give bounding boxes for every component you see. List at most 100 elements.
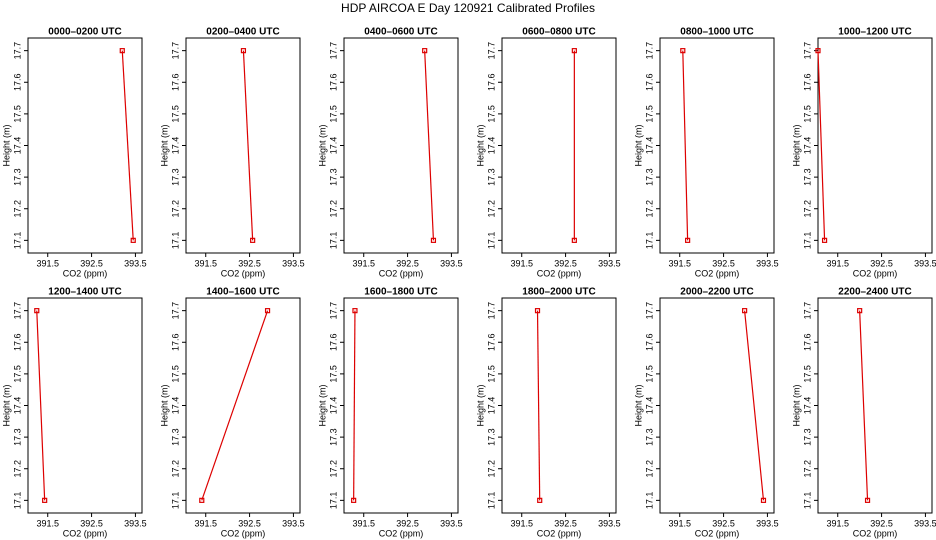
x-tick-label: 392.5	[870, 258, 893, 268]
y-tick-label: 17.5	[486, 105, 496, 123]
profile-line	[36, 310, 46, 501]
x-tick-label: 392.5	[712, 258, 735, 268]
y-tick-label: 17.6	[328, 73, 338, 91]
panel-title: 2000–2200 UTC	[680, 287, 753, 298]
y-tick-label: 17.6	[328, 333, 338, 351]
x-tick-label: 393.5	[598, 518, 621, 528]
y-axis-label: Height (m)	[475, 124, 485, 166]
x-tick-label: 392.5	[238, 258, 261, 268]
x-tick-label: 391.5	[668, 258, 691, 268]
y-tick-label: 17.7	[328, 42, 338, 60]
point	[760, 497, 767, 503]
y-tick-label: 17.7	[170, 42, 180, 60]
y-tick-label: 17.5	[12, 365, 22, 383]
y-tick-label: 17.3	[12, 428, 22, 446]
y-tick-label: 17.2	[486, 200, 496, 218]
point	[34, 308, 40, 314]
x-tick-label: 391.5	[510, 518, 533, 528]
y-tick-label: 17.1	[170, 232, 180, 250]
y-tick-label: 17.3	[328, 428, 338, 446]
x-tick-label: 392.5	[80, 258, 103, 268]
y-tick-label: 17.1	[328, 232, 338, 250]
y-tick-label: 17.2	[802, 200, 812, 218]
y-tick-label: 17.3	[644, 428, 654, 446]
point	[240, 48, 247, 54]
profile-line	[353, 310, 356, 501]
y-tick-label: 17.4	[328, 397, 338, 415]
point	[742, 308, 748, 314]
x-axis-label: CO2 (ppm)	[537, 528, 582, 538]
panel-title: 0400–0600 UTC	[364, 27, 437, 38]
x-tick-label: 391.5	[352, 518, 375, 528]
profile-line	[424, 50, 435, 241]
x-tick-label: 391.5	[668, 518, 691, 528]
panel-title: 1600–1800 UTC	[364, 287, 437, 298]
y-tick-label: 17.2	[644, 460, 654, 478]
y-tick-label: 17.5	[170, 365, 180, 383]
y-tick-label: 17.1	[486, 492, 496, 510]
y-tick-label: 17.1	[170, 492, 180, 510]
y-tick-label: 17.4	[170, 397, 180, 415]
y-tick-label: 17.3	[328, 168, 338, 186]
point	[857, 308, 863, 314]
y-tick-label: 17.7	[170, 302, 180, 320]
y-tick-label: 17.2	[12, 460, 22, 478]
y-tick-label: 17.1	[802, 492, 812, 510]
y-tick-label: 17.6	[644, 333, 654, 351]
x-tick-label: 391.5	[352, 258, 375, 268]
point	[42, 497, 48, 503]
y-tick-label: 17.5	[802, 105, 812, 123]
point	[250, 237, 256, 243]
y-tick-label: 17.7	[12, 42, 22, 60]
y-tick-label: 17.1	[328, 492, 338, 510]
panel-title: 1800–2000 UTC	[522, 287, 595, 298]
y-tick-label: 17.1	[802, 232, 812, 250]
panel-title: 0600–0800 UTC	[522, 27, 595, 38]
x-tick-label: 391.5	[826, 258, 849, 268]
point	[119, 48, 125, 54]
x-tick-label: 392.5	[80, 518, 103, 528]
point	[130, 237, 136, 243]
y-tick-label: 17.4	[12, 137, 22, 155]
point	[199, 497, 205, 503]
x-axis-label: CO2 (ppm)	[63, 528, 108, 538]
y-tick-label: 17.1	[644, 492, 654, 510]
x-tick-label: 393.5	[914, 258, 936, 268]
y-tick-label: 17.4	[12, 397, 22, 415]
profile-line	[744, 310, 765, 501]
y-tick-label: 17.3	[170, 168, 180, 186]
point	[351, 497, 357, 503]
y-tick-label: 17.6	[170, 333, 180, 351]
x-axis-label: CO2 (ppm)	[379, 268, 424, 278]
x-axis-label: CO2 (ppm)	[63, 268, 108, 278]
x-tick-label: 391.5	[510, 258, 533, 268]
y-tick-label: 17.7	[486, 42, 496, 60]
profile-line	[242, 50, 254, 241]
x-tick-label: 393.5	[282, 518, 305, 528]
x-tick-label: 391.5	[36, 258, 59, 268]
panel-title: 1400–1600 UTC	[206, 287, 279, 298]
x-tick-label: 391.5	[36, 518, 59, 528]
y-tick-label: 17.5	[802, 365, 812, 383]
y-tick-label: 17.2	[170, 200, 180, 218]
y-axis-label: Height (m)	[159, 124, 169, 166]
y-tick-label: 17.7	[486, 302, 496, 320]
y-axis-label: Height (m)	[633, 124, 643, 166]
x-tick-label: 392.5	[712, 518, 735, 528]
y-tick-label: 17.6	[802, 73, 812, 91]
x-tick-label: 392.5	[554, 258, 577, 268]
profile-line	[121, 50, 134, 241]
y-tick-label: 17.4	[802, 397, 812, 415]
y-tick-label: 17.5	[170, 105, 180, 123]
y-tick-label: 17.6	[12, 73, 22, 91]
x-tick-label: 391.5	[194, 518, 217, 528]
point	[537, 497, 543, 503]
x-tick-label: 393.5	[124, 258, 147, 268]
y-tick-label: 17.7	[802, 42, 812, 60]
x-axis-label: CO2 (ppm)	[221, 268, 266, 278]
point	[821, 237, 828, 243]
y-tick-label: 17.7	[802, 302, 812, 320]
x-tick-label: 392.5	[238, 518, 261, 528]
x-tick-label: 392.5	[396, 518, 419, 528]
